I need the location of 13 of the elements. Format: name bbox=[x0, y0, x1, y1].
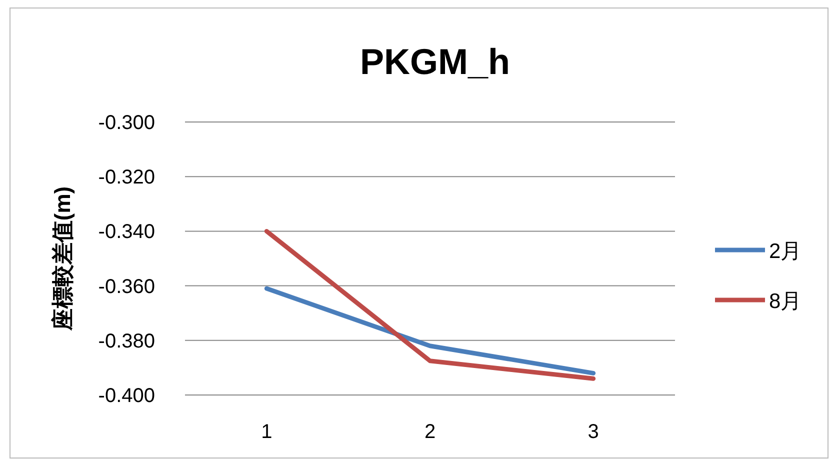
y-tick-label: -0.340 bbox=[98, 221, 155, 244]
x-tick-label: 1 bbox=[261, 421, 272, 443]
y-tick-label: -0.380 bbox=[98, 330, 155, 352]
x-tick-label: 2 bbox=[424, 421, 436, 443]
y-axis-title: 座標較差值(m) bbox=[50, 186, 75, 332]
legend-label: 2月 bbox=[769, 240, 802, 263]
y-tick-label: -0.320 bbox=[98, 166, 155, 189]
chart-title: PKGM_h bbox=[360, 41, 510, 82]
x-tick-label: 3 bbox=[588, 421, 599, 443]
legend-label: 8月 bbox=[769, 290, 802, 313]
y-tick-label: -0.360 bbox=[98, 276, 155, 298]
y-tick-label: -0.300 bbox=[98, 112, 155, 134]
y-tick-label: -0.400 bbox=[98, 385, 155, 407]
